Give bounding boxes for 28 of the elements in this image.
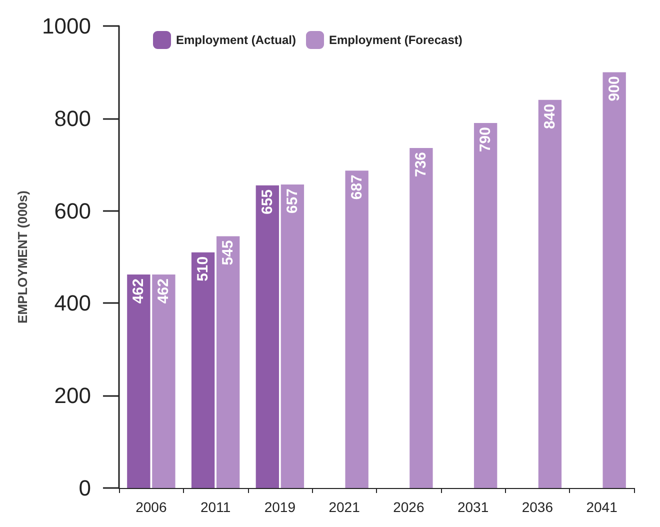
data-label: 655 [258, 189, 276, 214]
data-label: 657 [284, 188, 301, 214]
data-label: 736 [412, 152, 430, 177]
y-tick-label: 1000 [42, 14, 91, 38]
y-axis-title: EMPLOYMENT (000s) [15, 190, 30, 324]
data-label: 900 [606, 76, 623, 102]
legend-label: Employment (Forecast) [329, 33, 462, 47]
data-label: 510 [194, 256, 212, 282]
x-tick-label: 2026 [393, 499, 424, 515]
data-label: 687 [348, 174, 366, 200]
y-tick-label: 800 [54, 106, 91, 131]
data-label: 840 [541, 104, 558, 129]
x-tick-label: 2021 [328, 499, 360, 515]
x-tick-label: 2031 [457, 499, 489, 515]
y-tick-label: 600 [54, 198, 91, 224]
data-label: 790 [477, 127, 494, 152]
y-tick-label: 200 [54, 383, 91, 408]
y-tick-label: 400 [54, 290, 91, 316]
x-tick-label: 2036 [522, 499, 554, 515]
data-label: 545 [220, 240, 237, 266]
x-tick-label: 2019 [264, 499, 296, 515]
x-tick-label: 2006 [136, 499, 167, 515]
legend-label: Employment (Actual) [176, 33, 296, 47]
y-tick-label: 0 [78, 476, 91, 500]
x-tick-label: 2011 [200, 499, 231, 515]
x-tick-label: 2041 [586, 499, 618, 515]
data-label: 462 [155, 278, 172, 304]
data-label: 462 [130, 278, 148, 304]
